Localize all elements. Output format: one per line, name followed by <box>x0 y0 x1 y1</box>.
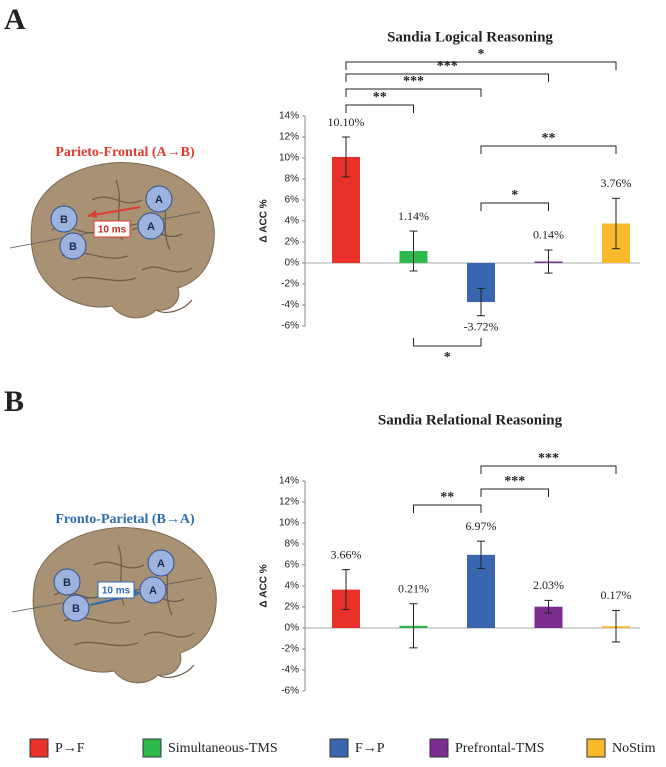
node-label: B <box>60 214 68 226</box>
arrow <box>87 206 141 217</box>
value-label: -3.72% <box>464 319 499 333</box>
value-label: 10.10% <box>328 115 365 129</box>
y-tick-label: 6% <box>285 560 300 571</box>
y-axis-label: Δ ACC % <box>259 199 270 242</box>
value-label: 0.14% <box>533 228 564 242</box>
node-label: A <box>157 558 165 570</box>
significance-label: *** <box>403 74 424 89</box>
region-title: Fronto-Parietal (B→A) <box>55 512 195 527</box>
legend-label: Prefrontal-TMS <box>455 741 544 756</box>
node <box>59 232 87 260</box>
node <box>50 205 78 233</box>
brain <box>30 161 215 319</box>
y-axis-label: Δ ACC % <box>259 564 270 607</box>
significance-bracket <box>345 61 617 70</box>
bar <box>534 606 563 628</box>
node-label: B <box>63 577 71 589</box>
y-tick-label: -6% <box>281 686 299 697</box>
legend-swatch <box>142 738 162 758</box>
value-label: 6.97% <box>466 519 497 533</box>
significance-label: *** <box>437 59 458 74</box>
node <box>137 212 165 240</box>
significance-bracket <box>413 504 482 513</box>
node <box>145 185 173 213</box>
brain <box>32 526 217 684</box>
delay-box <box>93 220 131 238</box>
legend-label: NoStim <box>612 741 656 756</box>
delay-label: 10 ms <box>102 586 131 597</box>
significance-bracket <box>480 465 617 474</box>
significance-label: * <box>511 188 518 203</box>
significance-bracket <box>480 202 549 211</box>
value-label: 3.76% <box>601 176 632 190</box>
y-tick-label: 8% <box>285 174 300 185</box>
node-label: B <box>72 603 80 615</box>
value-label: 0.17% <box>601 588 632 602</box>
significance-bracket <box>345 104 414 113</box>
node-label: A <box>149 585 157 597</box>
arrow-head <box>88 210 97 218</box>
y-tick-label: 4% <box>285 216 300 227</box>
significance-label: *** <box>504 474 525 489</box>
node <box>62 594 90 622</box>
y-tick-label: 14% <box>279 111 299 122</box>
value-label: 3.66% <box>331 547 362 561</box>
significance-label: ** <box>542 131 556 146</box>
node <box>139 576 167 604</box>
panel-label: B <box>4 385 24 418</box>
panel-a: A Parieto-Frontal (A→B) B B A A 10 ms <box>4 3 215 319</box>
y-tick-label: -2% <box>281 279 299 290</box>
chart-title: Sandia Relational Reasoning <box>378 412 563 428</box>
y-tick-label: 4% <box>285 581 300 592</box>
y-tick-label: 10% <box>279 518 299 529</box>
significance-bracket <box>480 145 617 154</box>
node-label: B <box>69 241 77 253</box>
legend-swatch <box>329 738 349 758</box>
significance-bracket <box>345 73 549 82</box>
y-tick-label: 12% <box>279 132 299 143</box>
significance-label: ** <box>373 90 387 105</box>
significance-bracket <box>345 88 482 97</box>
y-tick-label: -4% <box>281 300 299 311</box>
significance-bracket <box>480 488 549 497</box>
node <box>147 549 175 577</box>
y-tick-label: -6% <box>281 321 299 332</box>
significance-label: * <box>444 350 451 365</box>
significance-label: * <box>478 47 485 62</box>
panel-label: A <box>4 3 26 36</box>
y-tick-label: 2% <box>285 602 300 613</box>
panel-b: B Fronto-Parietal (B→A) B B A A 10 ms <box>4 385 217 684</box>
significance-bracket <box>413 338 482 347</box>
y-tick-label: 8% <box>285 539 300 550</box>
region-title: Parieto-Frontal (A→B) <box>55 145 195 160</box>
value-label: 2.03% <box>533 578 564 592</box>
legend-swatch <box>29 738 49 758</box>
node-label: A <box>155 194 163 206</box>
legend-swatch <box>429 738 449 758</box>
legend-label: Simultaneous-TMS <box>168 741 278 756</box>
y-tick-label: -4% <box>281 665 299 676</box>
y-tick-label: 12% <box>279 497 299 508</box>
y-tick-label: 6% <box>285 195 300 206</box>
value-label: 0.21% <box>398 581 429 595</box>
node-label: A <box>147 221 155 233</box>
y-tick-label: 2% <box>285 237 300 248</box>
delay-label: 10 ms <box>98 225 127 236</box>
delay-box <box>97 581 135 599</box>
y-tick-label: -2% <box>281 644 299 655</box>
legend-label: F→P <box>355 741 385 756</box>
chart-title: Sandia Logical Reasoning <box>387 29 553 45</box>
y-tick-label: 14% <box>279 476 299 487</box>
significance-label: *** <box>538 451 559 466</box>
legend-label: P→F <box>55 741 85 756</box>
y-tick-label: 10% <box>279 153 299 164</box>
y-tick-label: 0% <box>285 623 300 634</box>
y-tick-label: 0% <box>285 258 300 269</box>
value-label: 1.14% <box>398 209 429 223</box>
node <box>53 568 81 596</box>
legend-swatch <box>586 738 606 758</box>
significance-label: ** <box>440 490 454 505</box>
